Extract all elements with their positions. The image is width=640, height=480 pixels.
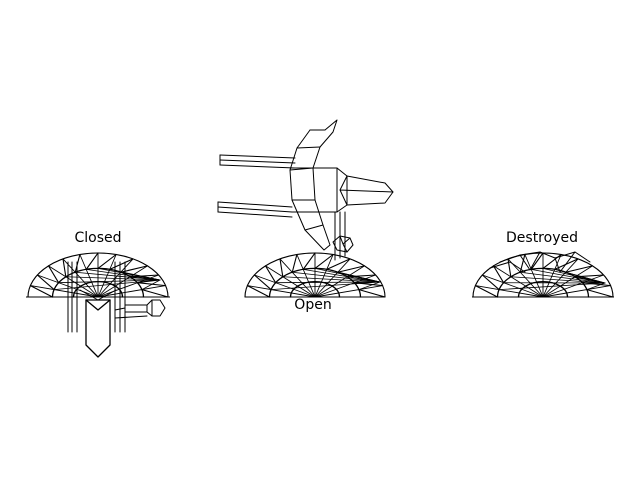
dome-brace [85, 252, 99, 270]
dome-fan-line [358, 281, 381, 290]
dome-fan-line [574, 276, 606, 284]
dome-brace [253, 274, 272, 291]
dome-brace [507, 258, 512, 278]
dome-brace [314, 253, 334, 269]
dome-spoke [29, 285, 99, 298]
dome-spoke [97, 265, 148, 298]
dome-spoke [314, 258, 351, 298]
dome-spoke [542, 274, 605, 298]
dome-brace [358, 289, 386, 298]
dome-spoke [474, 285, 544, 298]
destroyed-turret [472, 251, 614, 298]
dome-brace [74, 253, 81, 273]
dome-spoke [314, 265, 365, 298]
dome-spoke [265, 265, 316, 298]
dome-fan-line [510, 276, 606, 284]
open-label: Open [294, 297, 332, 313]
dome-spoke [314, 285, 384, 298]
open-gun-assembly [217, 119, 394, 261]
dome-spoke [481, 274, 544, 298]
dome-fan-line [120, 271, 161, 281]
dome-spoke [524, 254, 544, 298]
closed-turret [26, 252, 170, 358]
dome-spoke [79, 254, 99, 298]
closed-barrels [67, 261, 166, 358]
dome-brace [481, 274, 500, 291]
dome-spoke [246, 285, 316, 298]
dome-spoke [296, 254, 316, 298]
dome-brace [586, 289, 614, 298]
dome-brace [279, 258, 284, 278]
dome-fan-line [354, 281, 381, 284]
dome-fan-line [519, 271, 606, 284]
dome-spoke [542, 254, 562, 298]
dome-fan-line [586, 282, 606, 290]
dome-fan-line [58, 279, 161, 284]
closed-dome [27, 252, 169, 298]
dome-brace [565, 265, 594, 273]
dome-brace [62, 258, 67, 278]
dome-brace [36, 274, 55, 291]
dome-fan-line [85, 268, 161, 281]
destroyed-label: Destroyed [506, 230, 578, 246]
dome-brace [302, 252, 316, 270]
dome-fan-line [498, 282, 606, 290]
dome-brace [337, 265, 366, 273]
dome-brace [246, 285, 271, 298]
dome-fan-line [270, 281, 381, 290]
dome-fan-line [137, 279, 161, 284]
dome-brace [530, 252, 544, 270]
dome-brace [97, 253, 117, 269]
dome-fan-line [141, 279, 161, 290]
dome-spoke [97, 285, 167, 298]
dome-brace [492, 265, 505, 284]
dome-spoke [542, 265, 593, 298]
dome-fan-line [346, 276, 381, 283]
dome-fan-line [282, 276, 381, 283]
closed-label: Closed [74, 230, 122, 246]
dome-brace [141, 289, 169, 298]
dome-spoke [253, 274, 316, 298]
dome-spoke [542, 258, 579, 298]
open-dome [244, 252, 386, 298]
dome-fan-line [65, 276, 161, 281]
dome-brace [264, 265, 277, 284]
dome-spoke [542, 285, 612, 298]
dome-brace [29, 285, 54, 298]
destroyed-debris [489, 251, 591, 273]
destroyed-dome [472, 252, 614, 298]
dome-brace [109, 258, 134, 270]
dome-fan-line [129, 276, 161, 281]
dome-fan-line [291, 271, 381, 283]
dome-spoke [97, 254, 117, 298]
open-turret [217, 119, 394, 298]
dome-spoke [62, 258, 99, 298]
dome-fan-line [565, 271, 606, 284]
dome-brace [47, 265, 60, 284]
dome-brace [474, 285, 499, 298]
dome-brace [326, 258, 351, 270]
dome-spoke [48, 265, 99, 298]
dome-spoke [493, 265, 544, 298]
dome-fan-line [337, 271, 381, 283]
dome-brace [291, 253, 298, 273]
